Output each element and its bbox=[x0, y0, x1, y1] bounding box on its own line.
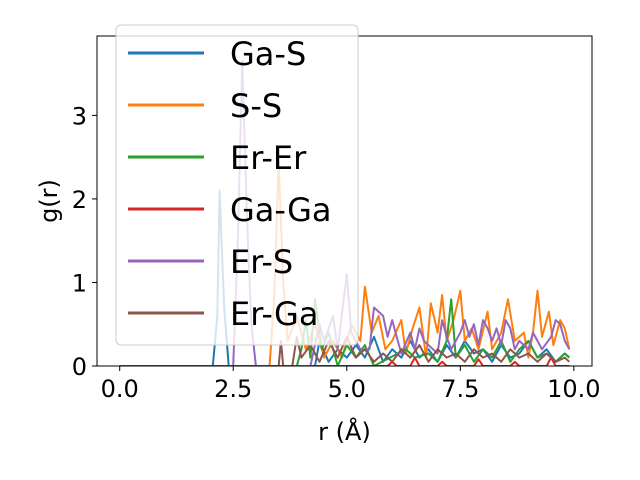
series-line-er-ga bbox=[119, 335, 570, 366]
legend-label: Er-S bbox=[230, 243, 293, 281]
x-axis-label: r (Å) bbox=[318, 417, 371, 446]
legend-label: Er-Ga bbox=[230, 295, 318, 333]
legend: Ga-S S-S Er-Er Ga-Ga Er-S Er-Ga bbox=[115, 24, 359, 346]
y-tick-label: 3 bbox=[72, 102, 87, 130]
y-axis-label: g(r) bbox=[35, 179, 63, 223]
y-tick-label: 1 bbox=[72, 269, 87, 297]
y-tick-label: 2 bbox=[72, 186, 87, 214]
x-tick-label: 2.5 bbox=[214, 375, 252, 403]
x-tick-label: 10.0 bbox=[547, 375, 600, 403]
legend-label: S-S bbox=[230, 87, 282, 125]
x-tick-label: 5.0 bbox=[328, 375, 366, 403]
legend-label: Er-Er bbox=[230, 139, 307, 177]
x-tick-label: 7.5 bbox=[441, 375, 479, 403]
ticks-layer: 0.0 2.5 5.0 7.5 10.0 0 1 2 3 bbox=[72, 102, 601, 403]
x-tick-label: 0.0 bbox=[101, 375, 139, 403]
legend-label: Ga-Ga bbox=[230, 191, 332, 229]
legend-label: Ga-S bbox=[230, 35, 306, 73]
y-tick-label: 0 bbox=[72, 353, 87, 381]
